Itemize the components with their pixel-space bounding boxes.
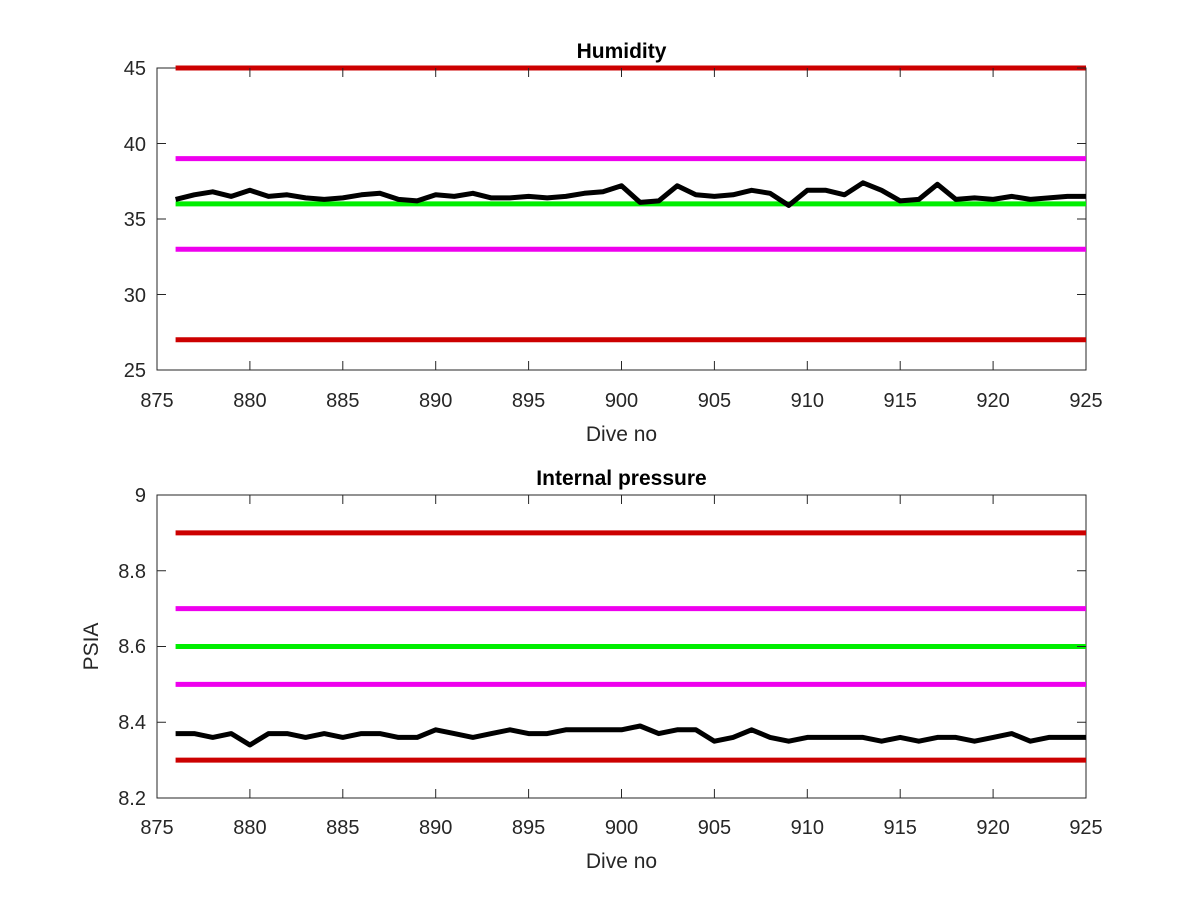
y-tick-label: 8.4 <box>118 712 146 734</box>
x-tick-label: 905 <box>698 390 731 412</box>
humidity-series-line <box>174 180 1086 208</box>
humidity-x-axis-label: Dive no <box>586 423 657 446</box>
pressure-series-group <box>175 723 1086 748</box>
humidity-series-group <box>174 180 1086 208</box>
y-tick-label: 40 <box>124 134 146 156</box>
pressure-y-tick-labels: 8.2 8.4 8.6 8.8 9 <box>118 485 146 810</box>
y-tick-label: 30 <box>124 285 146 307</box>
humidity-tickmarks <box>156 67 1087 371</box>
pressure-subplot: 875 880 885 890 895 900 905 910 915 920 … <box>80 467 1103 873</box>
y-tick-label: 35 <box>124 209 146 231</box>
x-tick-label: 905 <box>698 817 731 839</box>
y-tick-label: 8.2 <box>118 788 146 810</box>
pressure-chart-title: Internal pressure <box>536 467 706 490</box>
humidity-x-tick-labels: 875 880 885 890 895 900 905 910 915 920 … <box>140 390 1102 412</box>
humidity-plot-area <box>156 67 1087 371</box>
y-tick-label: 45 <box>124 58 146 80</box>
x-tick-label: 890 <box>419 817 452 839</box>
x-tick-label: 925 <box>1069 390 1102 412</box>
x-tick-label: 925 <box>1069 817 1102 839</box>
x-tick-label: 915 <box>884 390 917 412</box>
humidity-reference-lines <box>175 65 1086 343</box>
pressure-x-tick-labels: 875 880 885 890 895 900 905 910 915 920 … <box>140 817 1102 839</box>
humidity-subplot: 875 880 885 890 895 900 905 910 915 920 … <box>124 40 1103 446</box>
x-tick-label: 880 <box>233 390 266 412</box>
pressure-reference-lines <box>175 530 1086 763</box>
humidity-chart-title: Humidity <box>577 40 667 63</box>
y-tick-label: 25 <box>124 360 146 382</box>
x-tick-label: 875 <box>140 390 173 412</box>
x-tick-label: 885 <box>326 390 359 412</box>
x-tick-label: 900 <box>605 390 638 412</box>
y-tick-label: 9 <box>135 485 146 507</box>
x-tick-label: 875 <box>140 817 173 839</box>
pressure-tickmarks <box>156 494 1087 799</box>
x-tick-label: 880 <box>233 817 266 839</box>
x-tick-label: 910 <box>791 817 824 839</box>
x-tick-label: 890 <box>419 390 452 412</box>
pressure-series-line <box>175 723 1086 748</box>
pressure-y-axis-label: PSIA <box>80 623 103 671</box>
x-tick-label: 895 <box>512 817 545 839</box>
x-tick-label: 900 <box>605 817 638 839</box>
x-tick-label: 885 <box>326 817 359 839</box>
x-tick-label: 910 <box>791 390 824 412</box>
y-tick-label: 8.8 <box>118 561 146 583</box>
x-tick-label: 920 <box>976 390 1009 412</box>
x-tick-label: 895 <box>512 390 545 412</box>
x-tick-label: 920 <box>976 817 1009 839</box>
x-tick-label: 915 <box>884 817 917 839</box>
humidity-y-tick-labels: 25 30 35 40 45 <box>124 58 146 382</box>
pressure-x-axis-label: Dive no <box>586 850 657 873</box>
y-tick-label: 8.6 <box>118 636 146 658</box>
